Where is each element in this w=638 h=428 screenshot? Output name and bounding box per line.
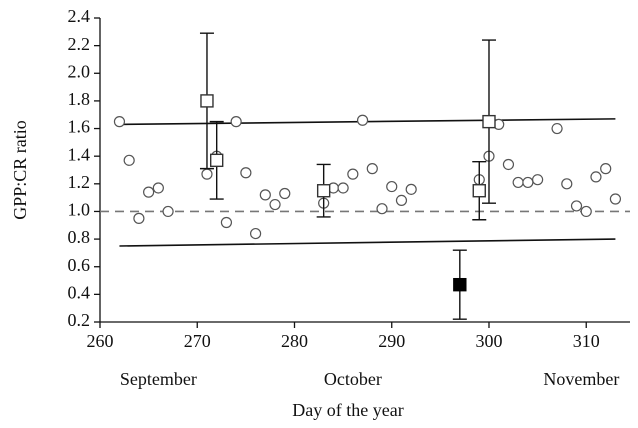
open-square — [200, 94, 214, 108]
y-tick-label: 1.8 — [68, 89, 91, 109]
x-tick-label: 310 — [573, 331, 600, 351]
point — [337, 182, 349, 194]
point — [347, 168, 359, 180]
point — [133, 212, 145, 224]
point — [162, 205, 174, 218]
point — [143, 186, 155, 198]
month-label: September — [120, 369, 197, 389]
point — [386, 180, 398, 193]
point — [356, 114, 369, 126]
point — [230, 116, 242, 128]
point — [590, 171, 602, 183]
x-tick-label: 270 — [184, 331, 211, 351]
x-tick-label: 260 — [87, 331, 114, 351]
y-tick-label: 0.6 — [68, 255, 91, 275]
x-tick-label: 280 — [281, 331, 308, 351]
y-tick-label: 2.2 — [68, 34, 91, 54]
point — [532, 174, 544, 186]
month-label: November — [543, 369, 619, 389]
y-tick-label: 2.4 — [68, 6, 91, 26]
point — [366, 163, 378, 175]
point — [220, 216, 233, 229]
point — [113, 116, 126, 128]
month-label: October — [324, 369, 382, 389]
point — [152, 182, 164, 194]
y-tick-label: 1.4 — [68, 144, 91, 164]
open-square — [209, 153, 224, 168]
point — [609, 193, 622, 205]
point — [561, 178, 573, 190]
point — [249, 227, 262, 240]
x-axis-title: Day of the year — [292, 400, 403, 420]
point — [240, 167, 252, 179]
open-square — [482, 114, 496, 129]
y-tick-label: 0.8 — [68, 227, 91, 247]
y-tick-label: 1.0 — [68, 200, 91, 220]
x-tick-label: 290 — [378, 331, 405, 351]
y-tick-label: 0.2 — [68, 310, 91, 330]
open-square — [472, 184, 486, 198]
open-square — [316, 184, 331, 198]
trend-line — [119, 238, 616, 247]
point — [279, 187, 291, 200]
point — [395, 194, 408, 206]
point — [201, 168, 213, 180]
y-tick-label: 2.0 — [68, 61, 91, 81]
y-axis-title: GPP:CR ratio — [10, 120, 30, 220]
point — [123, 154, 135, 166]
point — [502, 158, 515, 171]
y-tick-label: 1.6 — [68, 117, 91, 137]
point — [259, 189, 271, 201]
point — [269, 198, 281, 211]
point — [580, 205, 592, 218]
filled-square — [453, 277, 467, 292]
point — [570, 200, 583, 212]
point — [405, 183, 417, 195]
point — [376, 203, 388, 215]
point — [600, 163, 612, 175]
point — [522, 176, 534, 189]
y-tick-label: 0.4 — [68, 282, 91, 302]
point — [551, 122, 563, 135]
y-tick-label: 1.2 — [68, 172, 91, 192]
x-tick-label: 300 — [475, 331, 502, 351]
point — [512, 176, 524, 189]
